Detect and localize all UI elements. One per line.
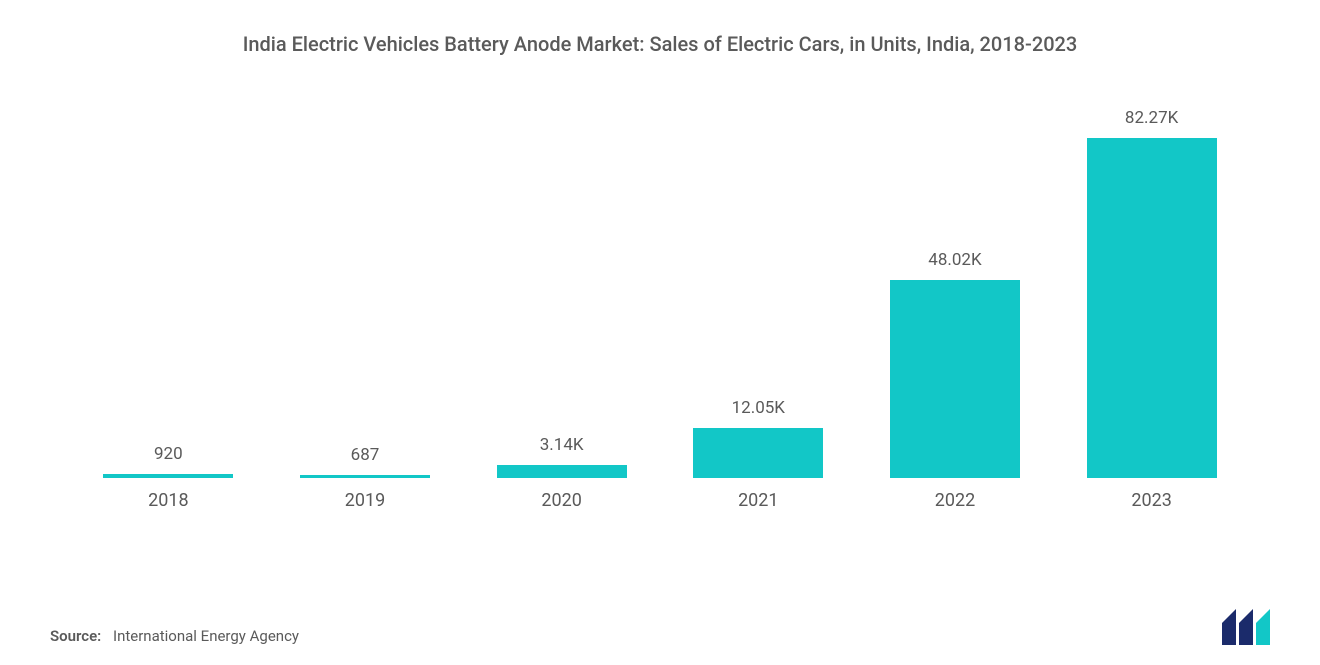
chart-title: India Electric Vehicles Battery Anode Ma… bbox=[160, 30, 1160, 58]
x-axis-label: 2019 bbox=[290, 490, 440, 511]
bar-group: 48.02K bbox=[880, 250, 1030, 478]
source-text: International Energy Agency bbox=[113, 627, 299, 645]
chart-container: India Electric Vehicles Battery Anode Ma… bbox=[0, 0, 1320, 665]
bar-value-label: 920 bbox=[154, 444, 183, 464]
bar bbox=[497, 465, 627, 478]
bar-group: 12.05K bbox=[683, 398, 833, 478]
x-axis-label: 2018 bbox=[93, 490, 243, 511]
bar bbox=[1087, 138, 1217, 478]
bar-group: 82.27K bbox=[1077, 108, 1227, 478]
source-label: Source: bbox=[50, 627, 101, 645]
brand-logo-icon bbox=[1222, 609, 1270, 645]
bar-value-label: 12.05K bbox=[732, 398, 785, 418]
x-axis-label: 2020 bbox=[487, 490, 637, 511]
bar-group: 920 bbox=[93, 444, 243, 478]
bars-row: 920 687 3.14K 12.05K 48.02K 82.27K bbox=[50, 78, 1270, 478]
bar-value-label: 3.14K bbox=[540, 435, 584, 455]
bar-value-label: 82.27K bbox=[1125, 108, 1178, 128]
x-axis-label: 2021 bbox=[683, 490, 833, 511]
chart-plot-area: 9206873.14K12.05K48.02K82.27K 2018201920… bbox=[50, 78, 1270, 538]
bar bbox=[890, 280, 1020, 478]
bar bbox=[103, 474, 233, 478]
bar-value-label: 687 bbox=[351, 445, 380, 465]
x-axis-label: 2023 bbox=[1077, 490, 1227, 511]
bar bbox=[693, 428, 823, 478]
bar-value-label: 48.02K bbox=[928, 250, 981, 270]
x-axis-row: 2018 2019 2020 2021 2022 2023 bbox=[50, 490, 1270, 511]
chart-footer: Source: International Energy Agency bbox=[50, 609, 1270, 645]
source-line: Source: International Energy Agency bbox=[50, 627, 299, 645]
x-axis-label: 2022 bbox=[880, 490, 1030, 511]
bar-group: 687 bbox=[290, 445, 440, 478]
bar-group: 3.14K bbox=[487, 435, 637, 478]
bar bbox=[300, 475, 430, 478]
